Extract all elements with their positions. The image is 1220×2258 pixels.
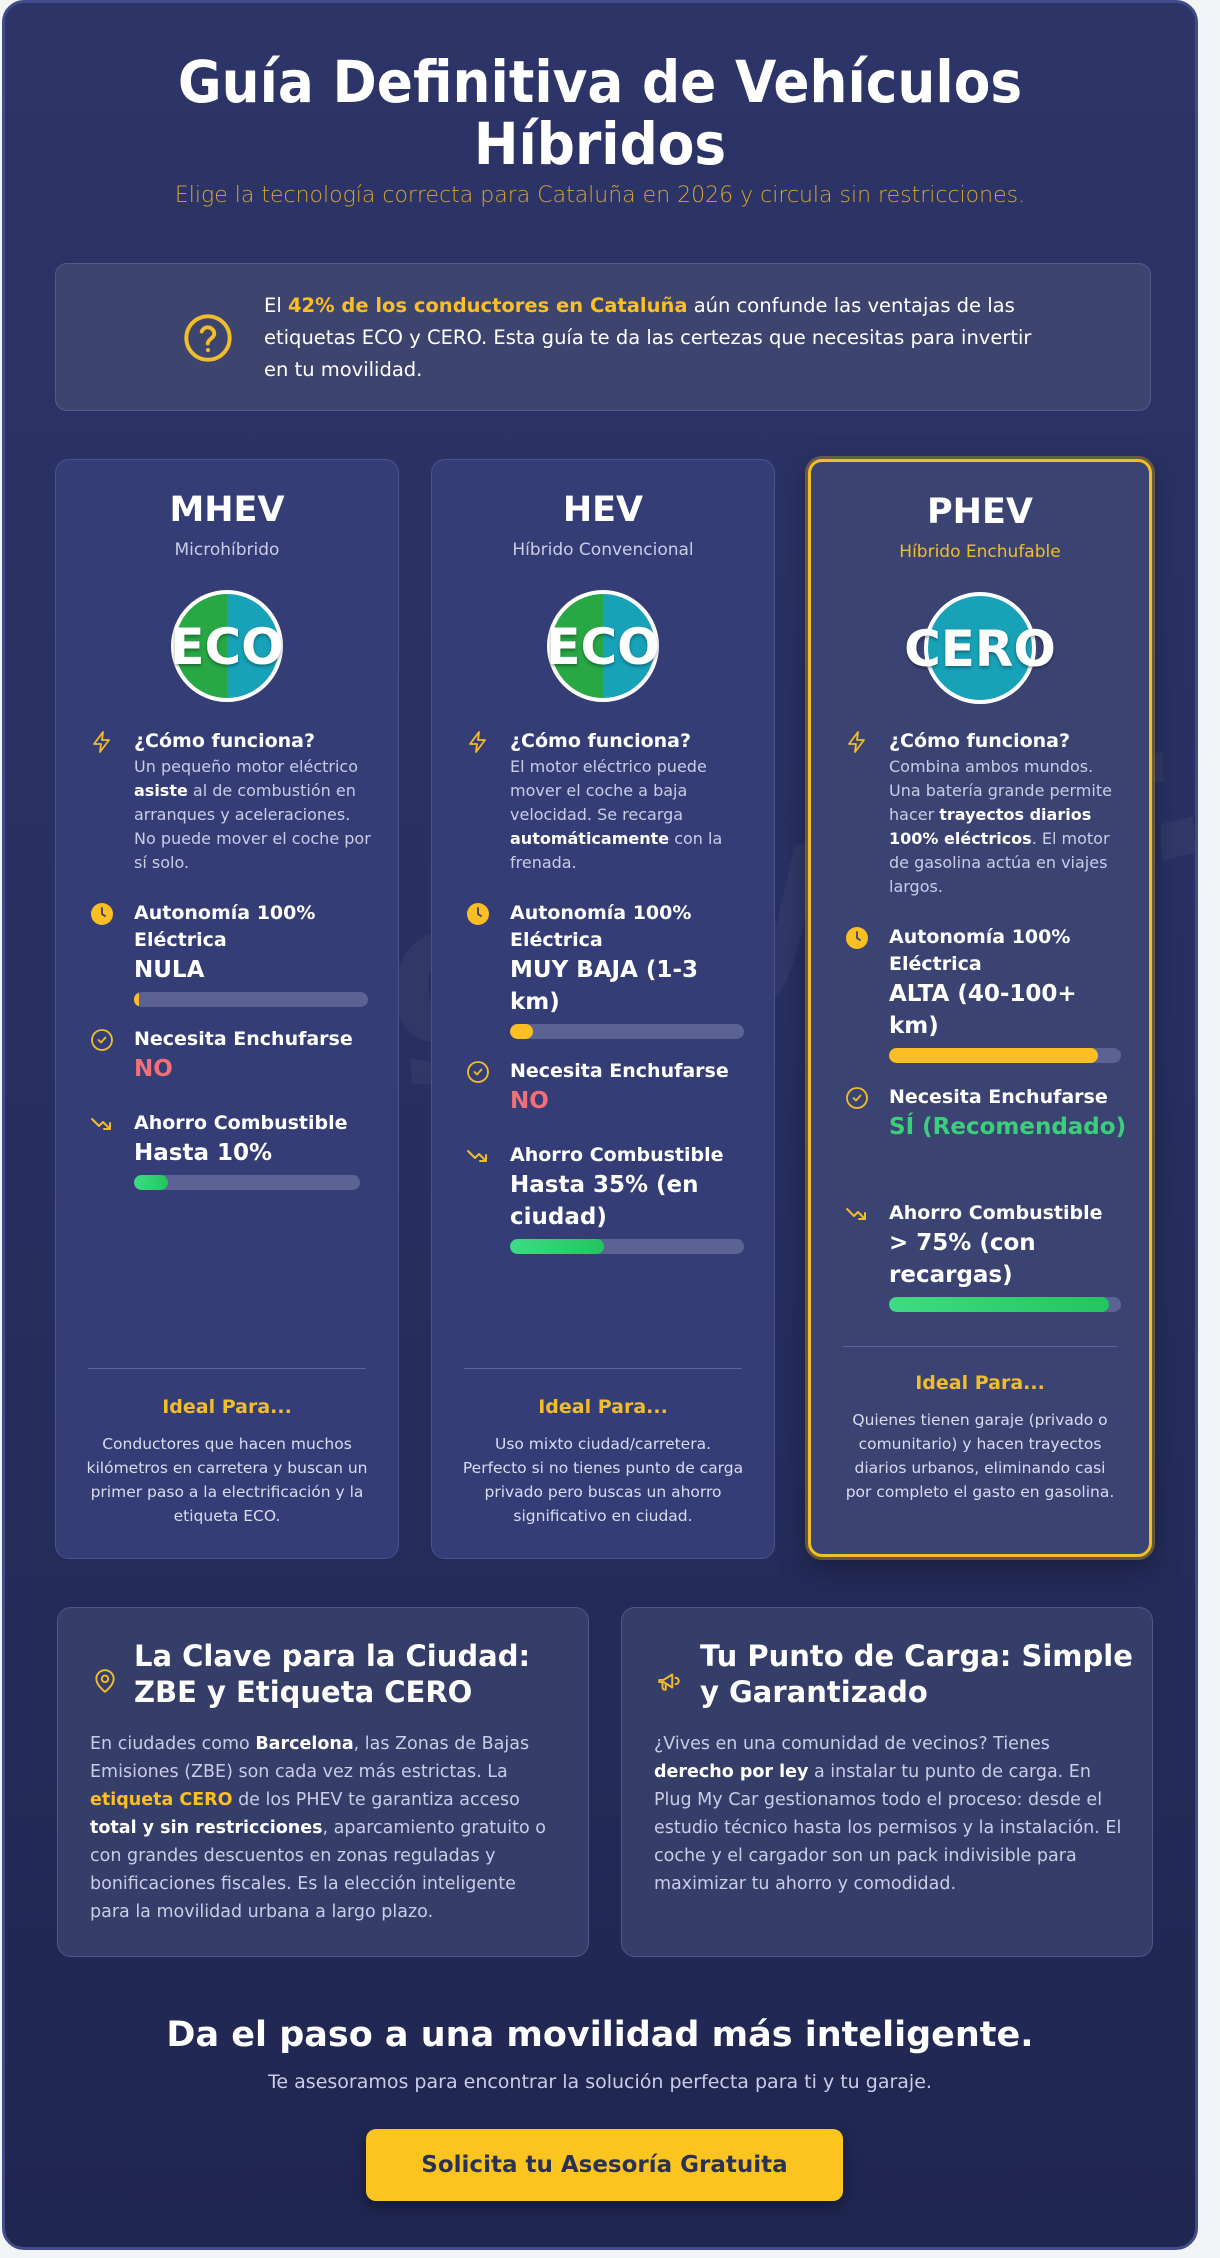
intro-highlight: 42% de los conductores en Cataluña: [287, 294, 688, 317]
plug-value: SÍ (Recomendado): [889, 1114, 1127, 1140]
range-value: ALTA (40-100+ km): [889, 981, 1077, 1039]
info-text: En ciudades como Barcelona, las Zonas de…: [90, 1734, 546, 1922]
check-circle-icon: [846, 1087, 868, 1109]
range-value: NULA: [134, 957, 205, 983]
clock-icon: [467, 903, 489, 925]
divider: [464, 1368, 742, 1369]
trending-down-icon: [467, 1150, 487, 1162]
question-circle-icon: [184, 314, 232, 362]
info-box-city: La Clave para la Ciudad: ZBE y Etiqueta …: [57, 1607, 589, 1957]
saving-bar: [134, 1175, 360, 1190]
saving-bar: [510, 1239, 744, 1254]
range-value: MUY BAJA (1-3 km): [510, 957, 698, 1015]
check-circle-icon: [91, 1029, 113, 1051]
card-phev: PHEV Híbrido Enchufable CERO ¿Cómo funci…: [808, 459, 1152, 1557]
info-text: ¿Vives en una comunidad de vecinos? Tien…: [654, 1734, 1122, 1894]
eco-label-badge: ECO: [170, 590, 284, 702]
divider: [88, 1368, 366, 1369]
plug-value: NO: [134, 1056, 173, 1082]
card-title: MHEV: [169, 490, 285, 530]
saving-bar: [889, 1297, 1121, 1312]
check-circle-icon: [467, 1061, 489, 1083]
lightning-icon: [848, 731, 865, 753]
info-box-charging: Tu Punto de Carga: Simple y Garantizado …: [621, 1607, 1153, 1957]
eco-label-badge: ECO: [546, 590, 660, 702]
saving-value: Hasta 10%: [134, 1140, 273, 1166]
map-pin-icon: [95, 1669, 115, 1693]
page-subtitle: Elige la tecnología correcta para Catalu…: [174, 183, 1026, 208]
cero-label-badge: CERO: [904, 592, 1056, 704]
ideal-for-text: Conductores que hacen muchos kilómetros …: [86, 1435, 368, 1525]
card-subtitle: Híbrido Enchufable: [899, 542, 1061, 562]
ideal-for-heading: Ideal Para...: [162, 1396, 292, 1418]
card-subtitle: Microhíbrido: [174, 540, 280, 560]
info-title: La Clave para la Ciudad: ZBE y Etiqueta …: [134, 1639, 531, 1709]
card-hev: HEV Híbrido Convencional ECO ¿Cómo funci…: [431, 459, 775, 1559]
range-bar: [889, 1048, 1121, 1063]
card-title: HEV: [562, 490, 644, 530]
cta-subtitle: Te asesoramos para encontrar la solución…: [268, 2071, 932, 2093]
intro-callout: El 42% de los conductores en Cataluña aú…: [55, 263, 1151, 411]
card-mhev: MHEV Microhíbrido ECO ¿Cómo funciona? Un…: [55, 459, 399, 1559]
page-title: Guía Definitiva de Vehículos Híbridos: [177, 48, 1023, 178]
clock-icon: [846, 927, 868, 949]
lightning-icon: [93, 731, 110, 753]
ideal-for-text: Quienes tienen garaje (privado o comunit…: [845, 1411, 1115, 1501]
plug-value: NO: [510, 1088, 549, 1114]
saving-value: > 75% (con recargas): [889, 1230, 1036, 1288]
trending-down-icon: [846, 1208, 866, 1220]
ideal-for-heading: Ideal Para...: [538, 1396, 668, 1418]
infographic-container: plugmycar.es Guía Definitiva de Vehículo…: [2, 0, 1198, 2250]
ideal-for-heading: Ideal Para...: [915, 1372, 1045, 1394]
ideal-for-text: Uso mixto ciudad/carretera. Perfecto si …: [462, 1435, 744, 1525]
range-bar: [134, 992, 368, 1007]
cta-heading: Da el paso a una movilidad más inteligen…: [166, 2015, 1034, 2055]
saving-value: Hasta 35% (en ciudad): [510, 1172, 699, 1230]
range-bar: [510, 1024, 744, 1039]
card-title: PHEV: [927, 492, 1033, 532]
request-consultation-button[interactable]: Solicita tu Asesoría Gratuita: [366, 2129, 843, 2201]
divider: [843, 1346, 1117, 1347]
info-title: Tu Punto de Carga: Simple y Garantizado: [700, 1639, 1133, 1709]
lightning-icon: [469, 731, 486, 753]
trending-down-icon: [91, 1118, 111, 1130]
clock-icon: [91, 903, 113, 925]
card-subtitle: Híbrido Convencional: [512, 540, 694, 560]
megaphone-icon: [658, 1673, 680, 1691]
intro-text: El 42% de los conductores en Cataluña aú…: [264, 294, 1032, 381]
